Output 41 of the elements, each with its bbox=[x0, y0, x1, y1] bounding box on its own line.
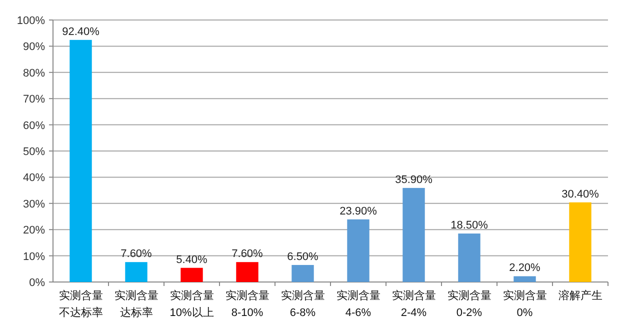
bar bbox=[569, 202, 592, 282]
x-tick-label: 实测含量8-10% bbox=[225, 289, 270, 319]
y-tick-label: 10% bbox=[22, 250, 46, 263]
x-tick-label: 实测含量10%以上 bbox=[170, 289, 214, 319]
bar bbox=[514, 276, 536, 282]
y-tick-label: 0% bbox=[29, 277, 46, 289]
x-tick-label: 实测含量不达标率 bbox=[58, 289, 103, 319]
data-label: 7.60% bbox=[120, 248, 152, 260]
data-label: 18.50% bbox=[450, 220, 488, 232]
x-tick-label: 实测含量0-2% bbox=[447, 289, 492, 319]
x-tick-label: 溶解产生 bbox=[558, 289, 602, 302]
data-label: 92.40% bbox=[62, 26, 100, 38]
bar bbox=[292, 264, 314, 282]
x-tick-label: 实测含量达标率 bbox=[114, 289, 158, 319]
y-tick-label: 70% bbox=[22, 94, 46, 106]
x-tick-label: 实测含量4-6% bbox=[336, 289, 380, 319]
y-tick-label: 90% bbox=[22, 41, 46, 54]
y-tick-label: 30% bbox=[22, 198, 46, 210]
y-tick-label: 50% bbox=[22, 146, 46, 158]
bar bbox=[125, 262, 148, 282]
x-tick-label: 实测含量6-8% bbox=[280, 289, 325, 319]
bar bbox=[236, 262, 258, 282]
bar bbox=[347, 219, 370, 282]
y-tick-label: 80% bbox=[22, 67, 46, 80]
x-tick-label: 实测含量2-4% bbox=[392, 289, 436, 319]
data-label: 30.40% bbox=[562, 188, 600, 200]
bar bbox=[180, 268, 203, 282]
bar bbox=[402, 188, 425, 282]
data-label: 35.90% bbox=[395, 174, 433, 186]
y-tick-label: 100% bbox=[16, 15, 46, 27]
data-label: 6.50% bbox=[287, 250, 319, 263]
data-label: 5.40% bbox=[176, 254, 208, 266]
data-label: 23.90% bbox=[340, 205, 378, 218]
y-tick-label: 20% bbox=[22, 224, 46, 237]
y-tick-label: 60% bbox=[22, 120, 46, 132]
y-tick-label: 40% bbox=[22, 172, 46, 184]
x-tick-label: 实测含量0% bbox=[502, 289, 547, 319]
data-label: 7.60% bbox=[232, 248, 264, 260]
bar bbox=[70, 40, 92, 282]
data-label: 2.20% bbox=[509, 262, 541, 274]
bar bbox=[458, 234, 480, 282]
